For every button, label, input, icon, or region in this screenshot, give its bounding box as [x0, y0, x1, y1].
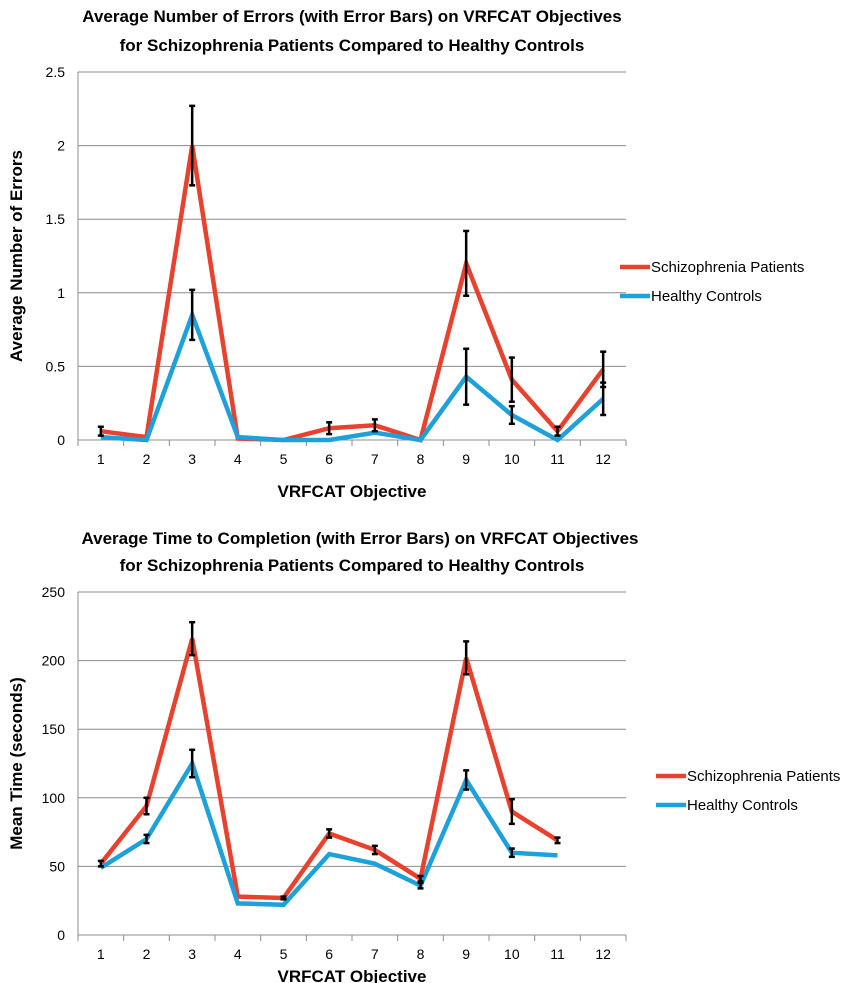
chart2-title-line: Average Time to Completion (with Error B…	[82, 529, 639, 548]
chart2-series-line-healthy-controls	[99, 758, 558, 908]
chart1-y-tick-label: 1.5	[46, 211, 66, 227]
chart2-y-tick-label: 100	[42, 790, 66, 806]
chart2-x-tick-label: 2	[143, 946, 151, 962]
chart2-x-axis-title: VRFCAT Objective	[278, 967, 427, 983]
chart1-x-tick-label: 1	[97, 451, 105, 467]
chart1-x-tick-label: 11	[550, 451, 565, 467]
chart2-x-tick-label: 10	[504, 946, 520, 962]
chart1-y-axis-title: Average Number of Errors	[7, 150, 26, 362]
chart1-x-tick-label: 7	[371, 451, 379, 467]
chart2-title-line: for Schizophrenia Patients Compared to H…	[120, 556, 585, 575]
chart1-x-tick-label: 9	[462, 451, 470, 467]
chart1-x-tick-label: 3	[188, 451, 196, 467]
chart2-y-tick-label: 250	[42, 584, 66, 600]
chart1-x-tick-label: 6	[325, 451, 333, 467]
chart2-x-tick-label: 11	[550, 946, 565, 962]
chart2-y-tick-label: 0	[57, 927, 65, 943]
chart2-x-tick-label: 3	[188, 946, 196, 962]
chart2-legend-label: Healthy Controls	[687, 797, 798, 814]
chart1-title-line: Average Number of Errors (with Error Bar…	[82, 7, 621, 26]
chart2-x-tick-label: 4	[234, 946, 242, 962]
chart1-y-tick-label: 2.5	[46, 64, 66, 80]
chart1-y-tick-label: 2	[57, 138, 65, 154]
chart2-legend-label: Schizophrenia Patients	[687, 768, 840, 785]
chart2-series-line-schizophrenia-patients	[99, 638, 559, 901]
chart2-x-tick-label: 9	[462, 946, 470, 962]
chart2-y-tick-label: 200	[42, 653, 66, 669]
chart2-y-tick-label: 150	[42, 721, 66, 737]
chart2-x-tick-label: 7	[371, 946, 379, 962]
chart2-x-tick-label: 12	[595, 946, 611, 962]
chart1-series-line-healthy-controls	[100, 308, 605, 443]
chart1-title-line: for Schizophrenia Patients Compared to H…	[120, 36, 585, 55]
chart1-x-axis-title: VRFCAT Objective	[278, 482, 427, 501]
chart1-x-tick-label: 4	[234, 451, 242, 467]
chart1-y-tick-label: 1	[57, 285, 65, 301]
chart1-x-tick-label: 8	[417, 451, 425, 467]
chart1-legend-label: Healthy Controls	[651, 288, 762, 305]
chart1-x-tick-label: 12	[595, 451, 611, 467]
chart2-x-tick-label: 1	[97, 946, 105, 962]
chart1-series-line-schizophrenia-patients	[100, 145, 606, 443]
chart1-y-tick-label: 0.5	[46, 358, 66, 374]
chart1-x-tick-label: 5	[280, 451, 288, 467]
chart2-x-tick-label: 8	[417, 946, 425, 962]
chart1-x-tick-label: 2	[143, 451, 151, 467]
chart2-y-tick-label: 50	[49, 858, 65, 874]
chart1-legend-label: Schizophrenia Patients	[651, 259, 804, 276]
chart2-x-tick-label: 6	[325, 946, 333, 962]
chart1-y-tick-label: 0	[57, 432, 65, 448]
chart2-x-tick-label: 5	[280, 946, 288, 962]
chart1-x-tick-label: 10	[504, 451, 520, 467]
chart2-y-axis-title: Mean Time (seconds)	[7, 677, 26, 850]
